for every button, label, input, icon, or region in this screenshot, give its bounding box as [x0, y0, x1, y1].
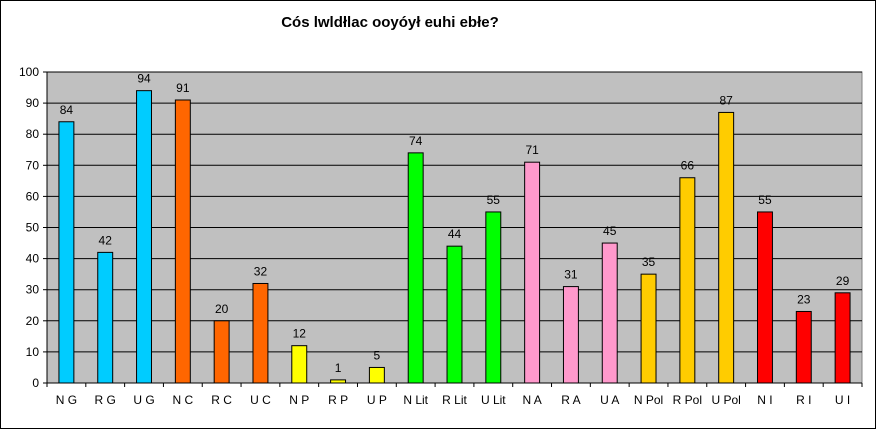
- x-tick-label: N C: [172, 393, 193, 407]
- data-label: 45: [603, 224, 617, 238]
- bar: [407, 152, 424, 384]
- y-tick-label: 10: [26, 345, 40, 359]
- data-label: 5: [374, 348, 381, 362]
- bars: [58, 90, 851, 384]
- y-tick-label: 20: [26, 314, 40, 328]
- bar: [97, 251, 114, 384]
- x-tick-label: U I: [835, 393, 850, 407]
- x-tick-label: U P: [367, 393, 387, 407]
- bar: [679, 177, 696, 384]
- data-label: 91: [176, 81, 190, 95]
- bar: [640, 273, 657, 384]
- data-label: 32: [254, 264, 268, 278]
- data-label: 23: [797, 292, 811, 306]
- x-tick-label: R I: [796, 393, 811, 407]
- y-tick-label: 90: [26, 96, 40, 110]
- y-tick-label: 30: [26, 283, 40, 297]
- bar: [136, 90, 152, 384]
- data-label: 84: [60, 103, 74, 117]
- x-tick-label: R C: [211, 393, 232, 407]
- data-label: 66: [681, 159, 695, 173]
- data-label: 44: [448, 227, 462, 241]
- labels: 0 10 20 30 40 50 60 70 80 90 100 84 N G 42 R G 94 U G 91 N…: [19, 65, 850, 407]
- bar: [58, 121, 75, 384]
- y-tick-label: 0: [32, 376, 39, 390]
- bar: [795, 310, 812, 384]
- x-tick-label: U Lit: [481, 393, 506, 407]
- bar: [291, 345, 308, 384]
- chart-title: Cós lwldłlac ooyóył euhi ebłe?: [281, 14, 499, 31]
- bar: [213, 320, 230, 384]
- data-label: 55: [758, 193, 772, 207]
- x-tick-label: U C: [250, 393, 271, 407]
- data-label: 94: [137, 72, 151, 86]
- x-tick-label: R Lit: [442, 393, 467, 407]
- bar: [485, 211, 502, 384]
- bar: [330, 379, 347, 384]
- bar: [368, 366, 385, 384]
- data-label: 74: [409, 134, 423, 148]
- x-tick-label: N I: [757, 393, 772, 407]
- x-tick-label: R A: [561, 393, 580, 407]
- bar: [718, 111, 735, 384]
- x-tick-label: R Pol: [673, 393, 702, 407]
- bar: [562, 286, 579, 384]
- x-tick-label: R P: [328, 393, 348, 407]
- y-tick-label: 50: [26, 221, 40, 235]
- y-tick-label: 80: [26, 127, 40, 141]
- data-label: 29: [836, 274, 850, 288]
- data-label: 35: [642, 255, 656, 269]
- x-tick-label: N A: [522, 393, 541, 407]
- x-tick-label: R G: [95, 393, 116, 407]
- y-tick-label: 70: [26, 158, 40, 172]
- bar: [446, 245, 463, 384]
- y-tick-label: 100: [19, 65, 39, 79]
- bar: [757, 211, 773, 384]
- bar: [834, 292, 851, 384]
- data-label: 71: [525, 143, 539, 157]
- data-label: 20: [215, 302, 229, 316]
- x-tick-label: U Pol: [711, 393, 740, 407]
- data-label: 1: [335, 361, 342, 375]
- x-tick-label: U A: [600, 393, 619, 407]
- bar: [174, 99, 191, 384]
- x-tick-label: N Lit: [403, 393, 428, 407]
- bar: [601, 242, 618, 384]
- y-tick-label: 60: [26, 189, 40, 203]
- data-label: 87: [719, 93, 733, 107]
- bar: [252, 282, 269, 384]
- data-label: 55: [487, 193, 501, 207]
- data-label: 42: [99, 233, 113, 247]
- x-tick-label: N P: [289, 393, 309, 407]
- x-tick-label: U G: [133, 393, 154, 407]
- x-tick-label: N Pol: [634, 393, 663, 407]
- x-tick-label: N G: [56, 393, 77, 407]
- y-tick-label: 40: [26, 252, 40, 266]
- data-label: 31: [564, 268, 578, 282]
- data-label: 12: [293, 327, 307, 341]
- bar: [524, 161, 541, 384]
